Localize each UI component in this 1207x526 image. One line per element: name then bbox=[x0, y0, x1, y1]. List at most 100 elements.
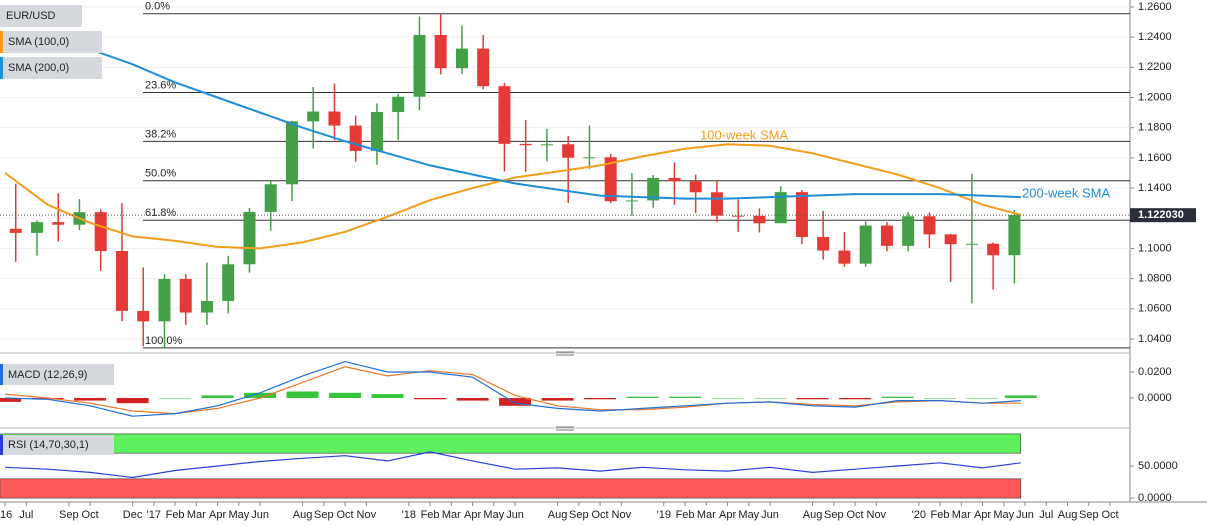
macd-histogram-bar bbox=[584, 397, 617, 400]
legend-swatch bbox=[0, 57, 3, 79]
macd-histogram-bar bbox=[456, 397, 489, 401]
legend-label: SMA (200,0) bbox=[8, 62, 69, 74]
legend-swatch bbox=[0, 364, 3, 385]
macd-histogram-bar bbox=[881, 396, 914, 398]
fib-label: 23.6% bbox=[145, 79, 176, 91]
x-tick-label: Oct bbox=[846, 509, 863, 521]
macd-histogram-bar bbox=[924, 397, 957, 399]
last-price-tag bbox=[1130, 208, 1196, 223]
macd-histogram-bar bbox=[371, 394, 404, 398]
candle-body bbox=[902, 216, 915, 246]
candle-body bbox=[455, 48, 468, 69]
y-tick-label: 50.0000 bbox=[1138, 460, 1178, 472]
y-tick-label: 1.1000 bbox=[1138, 242, 1172, 254]
candle-body bbox=[838, 250, 851, 264]
divider-grip bbox=[556, 351, 574, 431]
y-tick-label: 1.1600 bbox=[1138, 152, 1172, 164]
candle-body bbox=[689, 181, 702, 193]
x-tick-label: '17 bbox=[147, 509, 161, 521]
candle-body bbox=[923, 216, 936, 235]
candle-body bbox=[1008, 215, 1021, 256]
candle-body bbox=[477, 48, 490, 87]
candle-body bbox=[647, 177, 660, 201]
macd-histogram-bar bbox=[414, 397, 447, 400]
candle-body bbox=[115, 250, 128, 311]
x-tick-label: Feb bbox=[931, 509, 950, 521]
candle-body bbox=[498, 86, 511, 144]
x-tick-label: Apr bbox=[209, 509, 226, 521]
macd-line bbox=[5, 360, 1021, 417]
candle-body bbox=[30, 222, 43, 233]
x-tick-label: Sep bbox=[314, 509, 334, 521]
x-tick-label: Oct bbox=[337, 509, 354, 521]
fib-label: 38.2% bbox=[145, 128, 176, 140]
legend-label: SMA (100,0) bbox=[8, 36, 69, 48]
rsi-title: RSI (14,70,30,1) bbox=[8, 439, 89, 451]
candle-body bbox=[264, 184, 277, 212]
macd-histogram-bar bbox=[839, 397, 872, 400]
fib-label: 0.0% bbox=[145, 1, 170, 13]
x-tick-label: Sep bbox=[59, 509, 79, 521]
candle-body bbox=[817, 236, 830, 251]
x-tick-label: '16 bbox=[0, 509, 12, 521]
candle-body bbox=[307, 111, 320, 122]
rsi-band bbox=[0, 478, 1022, 499]
x-tick-label: Aug bbox=[1058, 509, 1078, 521]
macd-histogram-bar bbox=[201, 395, 234, 398]
macd-histogram-bar bbox=[286, 391, 319, 398]
x-tick-label: Feb bbox=[676, 509, 695, 521]
x-tick-label: '20 bbox=[912, 509, 926, 521]
candle-body bbox=[285, 121, 298, 185]
annotation: 100-week SMA bbox=[700, 127, 788, 142]
x-tick-label: Jun bbox=[1016, 509, 1034, 521]
macd-histogram-bar bbox=[499, 397, 532, 406]
x-tick-label: '18 bbox=[402, 509, 416, 521]
candle-body bbox=[732, 215, 745, 217]
y-tick-label: 1.0400 bbox=[1138, 333, 1172, 345]
y-tick-label: 1.2400 bbox=[1138, 31, 1172, 43]
candle-body bbox=[540, 144, 553, 146]
x-tick-label: Apr bbox=[719, 509, 736, 521]
macd-histogram-bar bbox=[244, 392, 277, 398]
legend-box bbox=[0, 31, 102, 53]
x-tick-label: May bbox=[738, 509, 759, 521]
x-tick-label: Mar bbox=[442, 509, 461, 521]
macd-histogram-bar bbox=[0, 397, 22, 402]
candle-body bbox=[519, 143, 532, 146]
y-tick-label: 1.2600 bbox=[1138, 1, 1172, 13]
symbol-title: EUR/USD bbox=[6, 10, 56, 22]
macd-histogram-bar bbox=[966, 397, 999, 399]
candle-body bbox=[392, 96, 405, 112]
candle-body bbox=[753, 215, 766, 224]
candle-body bbox=[222, 264, 235, 301]
candle-body bbox=[625, 200, 638, 202]
candle-body bbox=[328, 111, 341, 126]
candle-body bbox=[583, 157, 596, 159]
macd-histogram-bar bbox=[329, 392, 362, 398]
y-tick-label: 1.2000 bbox=[1138, 91, 1172, 103]
annotation: 200-week SMA bbox=[1022, 185, 1110, 200]
candle-body bbox=[562, 144, 575, 158]
y-tick-label: 1.2200 bbox=[1138, 61, 1172, 73]
x-tick-label: Feb bbox=[166, 509, 185, 521]
legend-swatch bbox=[0, 435, 3, 455]
x-tick-label: Nov bbox=[357, 509, 377, 521]
candle-body bbox=[795, 192, 808, 237]
x-tick-label: Sep bbox=[569, 509, 589, 521]
candle-body bbox=[987, 243, 1000, 256]
x-tick-label: Oct bbox=[82, 509, 99, 521]
macd-histogram-bar bbox=[754, 397, 787, 399]
candle-body bbox=[668, 177, 681, 182]
x-tick-label: Apr bbox=[464, 509, 481, 521]
x-tick-label: '19 bbox=[657, 509, 671, 521]
candle-body bbox=[859, 225, 872, 264]
macd-histogram-bar bbox=[116, 397, 149, 404]
candle-body bbox=[349, 125, 362, 151]
fib-label: 50.0% bbox=[145, 168, 176, 180]
x-tick-label: Mar bbox=[697, 509, 716, 521]
macd-histogram-bar bbox=[1004, 395, 1037, 398]
candle-body bbox=[434, 35, 447, 69]
candle-body bbox=[370, 111, 383, 151]
macd-histogram-bar bbox=[669, 396, 702, 398]
